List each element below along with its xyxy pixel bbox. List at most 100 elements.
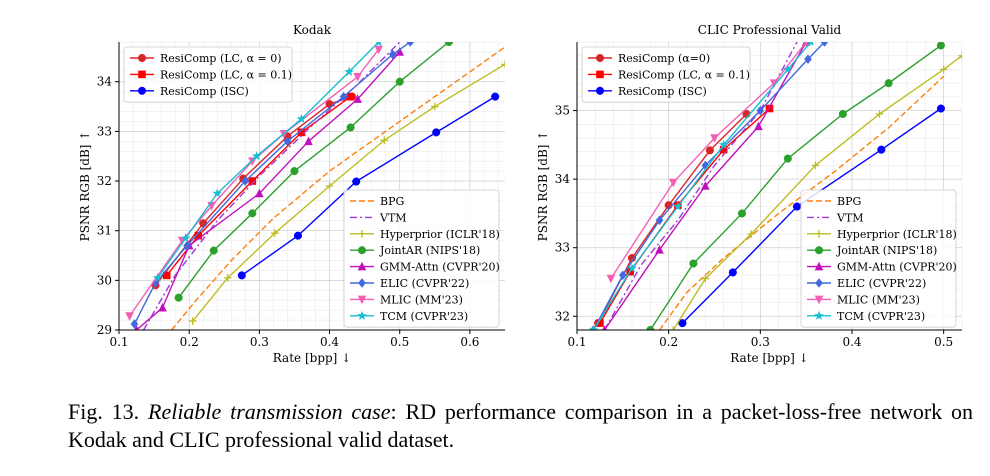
plot-area: [588, 42, 962, 330]
chart-title: Kodak: [293, 23, 332, 37]
legend-swatch-marker: [358, 278, 366, 288]
data-point-resicomp-0: [705, 146, 714, 155]
data-point-gmm-attn-cvpr-20: [701, 181, 710, 190]
x-tick-label: 0.1: [109, 335, 128, 349]
data-point-elic-cvpr-22: [151, 278, 160, 288]
data-point-mlic-mm-23: [710, 134, 719, 143]
data-point-mlic-mm-23: [125, 312, 134, 321]
data-point-resicomp-lc-0: [199, 219, 208, 228]
data-point-resicomp-lc-0-1: [248, 177, 257, 185]
data-point-resicomp-lc-0-1: [162, 271, 171, 280]
data-point-mlic-mm-23: [606, 274, 616, 284]
series-line-bpg: [171, 46, 505, 330]
data-point-hyperprior-iclr-18: [188, 317, 197, 325]
legend-entry-mlic-mm-23: MLIC (MM'23): [837, 293, 920, 306]
legend-entry-resicomp-isc: ResiComp (ISC): [160, 85, 249, 98]
data-point-resicomp-isc: [293, 231, 303, 240]
legend-swatch-marker: [357, 261, 367, 271]
x-tick-label: 0.2: [180, 335, 199, 349]
data-point-resicomp-lc-0-1: [346, 92, 355, 101]
legend-entry-elic-cvpr-22: ELIC (CVPR'22): [380, 277, 469, 290]
data-point-mlic-mm-23: [353, 72, 362, 82]
legend-swatch-marker: [596, 70, 604, 79]
caption-label: Fig. 13.: [68, 399, 140, 424]
legend-swatch-marker: [358, 230, 366, 238]
y-tick-label: 34: [555, 172, 571, 186]
series-line-bpg: [658, 75, 945, 330]
data-point-tcm-cvpr-23: [588, 325, 599, 330]
data-point-elic-cvpr-22: [756, 105, 765, 116]
legend-swatch-marker: [137, 86, 147, 95]
data-point-tcm-cvpr-23: [212, 188, 223, 198]
plot-area: [125, 42, 505, 330]
series-bpg: [171, 46, 505, 330]
data-point-elic-cvpr-22: [339, 91, 348, 102]
series-hyperprior-iclr-18: [188, 60, 505, 325]
data-point-gmm-attn-cvpr-20: [395, 47, 405, 56]
data-point-tcm-cvpr-23: [807, 42, 814, 47]
data-point-gmm-attn-cvpr-20: [754, 121, 763, 131]
data-point-jointar-nips-18: [646, 325, 655, 330]
series-line-vtm: [142, 42, 401, 330]
series-hyperprior-iclr-18: [669, 51, 962, 330]
x-tick-label: 0.4: [842, 335, 861, 349]
data-point-hyperprior-iclr-18: [669, 326, 678, 330]
data-point-resicomp-isc: [352, 177, 361, 186]
chart-2: 0.1 0.2 0.3 0.4 0.5 32 33 34 35 CLIC Professional…: [536, 23, 963, 365]
data-point-hyperprior-iclr-18: [325, 182, 334, 190]
legend-entry-resicomp-lc-0-1: ResiComp (LC, α = 0.1): [160, 68, 292, 81]
y-tick-label: 33: [97, 124, 112, 138]
figure-svg: 0.1 0.2 0.3 0.4 0.5 0.6 29 30 31 32 33 34 Kodak Rate …: [78, 23, 963, 365]
series-resicomp-isc: [237, 92, 500, 280]
data-point-hyperprior-iclr-18: [380, 136, 389, 145]
series-jointar-nips-18: [646, 42, 945, 330]
data-point-hyperprior-iclr-18: [939, 65, 948, 74]
x-tick-label: 0.1: [567, 335, 586, 349]
data-point-resicomp-lc-0-1: [596, 319, 604, 327]
legend-entry-hyperprior-iclr-18: Hyperprior (ICLR'18): [837, 228, 957, 241]
x-axis-label: Rate [bpp] ↓: [273, 351, 351, 365]
data-point-resicomp-isc: [728, 268, 737, 277]
data-point-tcm-cvpr-23: [627, 263, 637, 273]
y-tick-label: 30: [97, 273, 112, 287]
data-point-jointar-nips-18: [689, 259, 698, 268]
series-vtm: [603, 42, 798, 330]
series-tcm-cvpr-23: [588, 42, 814, 330]
legend-entry-resicomp-lc-0: ResiComp (LC, α = 0): [160, 52, 282, 65]
legend-entry-elic-cvpr-22: ELIC (CVPR'22): [837, 277, 926, 290]
series-resicomp-0: [594, 109, 751, 328]
caption-text: : RD performance comparison in a packet-…: [68, 399, 973, 452]
series-line-vtm: [603, 42, 798, 330]
y-tick-label: 35: [555, 104, 570, 118]
data-point-resicomp-isc: [491, 92, 500, 101]
data-point-tcm-cvpr-23: [783, 64, 793, 74]
data-point-hyperprior-iclr-18: [875, 110, 884, 118]
data-point-elic-cvpr-22: [655, 215, 664, 226]
data-point-resicomp-isc: [877, 145, 886, 154]
data-point-mlic-mm-23: [374, 45, 383, 55]
legend-entry-vtm: VTM: [836, 211, 864, 224]
data-point-gmm-attn-cvpr-20: [134, 325, 139, 330]
legend-entry-jointar-nips-18: JointAR (NIPS'18): [836, 244, 937, 257]
legend-box: [343, 189, 500, 328]
data-point-jointar-nips-18: [174, 293, 183, 302]
data-point-jointar-nips-18: [395, 77, 404, 86]
data-point-jointar-nips-18: [290, 167, 299, 176]
legend: ResiComp (α=0) ResiComp (LC, α = 0.1) Resi…: [581, 46, 751, 103]
legend-swatch-marker: [357, 310, 367, 320]
data-point-resicomp-lc-0-1: [194, 231, 203, 240]
series-tcm-cvpr-23: [152, 42, 382, 282]
data-point-hyperprior-iclr-18: [747, 230, 755, 238]
series-resicomp-lc-0-1: [162, 92, 355, 280]
x-tick-label: 0.5: [934, 335, 953, 349]
data-point-gmm-attn-cvpr-20: [255, 188, 264, 198]
data-point-resicomp-isc: [936, 104, 945, 113]
legend: BPG VTM Hyperprior (ICLR'18) JointAR (NIPS'…: [800, 189, 957, 328]
data-point-gmm-attn-cvpr-20: [353, 94, 362, 103]
y-tick-label: 32: [555, 309, 570, 323]
legend-swatch-marker: [137, 53, 147, 63]
data-point-resicomp-lc-0-1: [297, 128, 306, 137]
data-point-elic-cvpr-22: [701, 160, 710, 171]
y-axis-label: PSNR RGB [dB] ↑: [78, 131, 92, 242]
